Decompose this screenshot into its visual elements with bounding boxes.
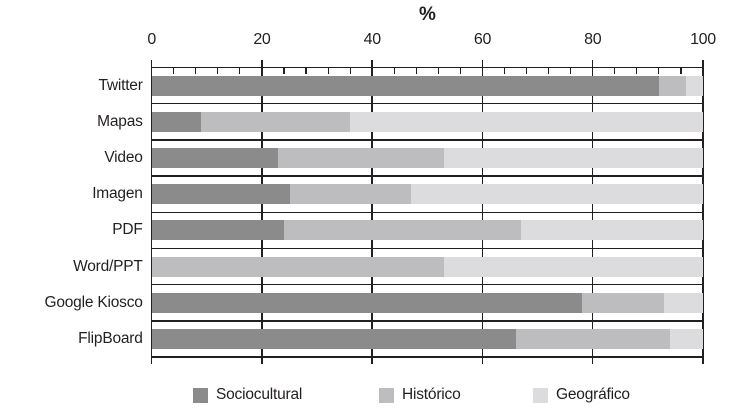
bar-segment-historico bbox=[515, 329, 670, 349]
minor-tick bbox=[327, 67, 329, 74]
gridline-100 bbox=[702, 60, 704, 364]
minor-tick bbox=[437, 67, 439, 74]
minor-tick bbox=[614, 67, 616, 74]
minor-tick bbox=[525, 67, 528, 74]
row-separator bbox=[151, 247, 703, 250]
bar-segment-historico bbox=[201, 111, 351, 132]
minor-tick bbox=[305, 67, 307, 74]
minor-tick bbox=[503, 67, 506, 74]
minor-tick bbox=[283, 67, 285, 74]
legend-label-sociocultural: Sociocultural bbox=[216, 386, 303, 403]
bar-segment-sociocultural bbox=[151, 184, 290, 205]
category-label: Imagen bbox=[92, 185, 143, 203]
minor-tick bbox=[459, 67, 461, 74]
axis-unit-title: % bbox=[419, 4, 436, 25]
legend-item-geografico: Geográfico bbox=[533, 386, 630, 404]
bar-segment-geografico bbox=[350, 111, 703, 132]
top-axis-line bbox=[151, 66, 703, 69]
row-separator bbox=[151, 283, 703, 286]
bar-row-pdf bbox=[151, 220, 703, 241]
bar-segment-sociocultural bbox=[151, 220, 284, 241]
minor-tick bbox=[217, 67, 219, 74]
bar-row-word-ppt bbox=[151, 256, 703, 277]
x-tick-label: 80 bbox=[584, 30, 602, 48]
bar-row-mapas bbox=[151, 111, 703, 132]
legend-label-geografico: Geográfico bbox=[556, 386, 630, 403]
bar-segment-sociocultural bbox=[151, 148, 279, 169]
row-separator bbox=[151, 102, 703, 105]
bar-segment-historico bbox=[151, 256, 444, 277]
minor-tick bbox=[415, 67, 417, 74]
category-label: Mapas bbox=[97, 112, 143, 130]
bar-segment-geografico bbox=[686, 75, 703, 96]
legend-swatch-historico bbox=[379, 387, 394, 403]
bar-segment-sociocultural bbox=[151, 75, 659, 96]
bar-segment-geografico bbox=[410, 184, 703, 205]
bar-segment-historico bbox=[278, 148, 444, 169]
minor-tick bbox=[195, 67, 197, 74]
legend-swatch-sociocultural bbox=[193, 387, 208, 403]
bar-row-video bbox=[151, 148, 703, 169]
bar-segment-sociocultural bbox=[151, 329, 516, 349]
minor-tick bbox=[548, 67, 550, 74]
category-label: Word/PPT bbox=[73, 257, 143, 275]
bar-segment-geografico bbox=[664, 292, 703, 313]
minor-tick bbox=[173, 67, 175, 74]
legend-item-historico: Histórico bbox=[379, 386, 461, 404]
minor-tick bbox=[570, 67, 572, 74]
bar-row-google-kiosco bbox=[151, 292, 703, 313]
category-label: FlipBoard bbox=[78, 330, 143, 347]
minor-tick bbox=[636, 67, 638, 74]
minor-tick bbox=[658, 67, 660, 74]
bottom-axis-line bbox=[151, 356, 703, 358]
x-tick-label: 20 bbox=[253, 30, 271, 48]
bar-segment-historico bbox=[289, 184, 411, 205]
category-label: Video bbox=[104, 149, 143, 167]
row-separator bbox=[151, 139, 703, 141]
row-separator bbox=[151, 175, 703, 177]
bar-row-twitter bbox=[151, 75, 703, 96]
bar-segment-geografico bbox=[443, 256, 703, 277]
bar-segment-historico bbox=[581, 292, 665, 313]
plot-area: 0 20 40 60 80 100 Twitter Mapas Video Imagen PDF Wo… bbox=[44, 31, 716, 364]
bar-row-flipboard bbox=[151, 329, 703, 349]
bar-segment-historico bbox=[283, 220, 522, 241]
x-tick-label: 100 bbox=[690, 30, 716, 48]
bar-segment-geografico bbox=[521, 220, 703, 241]
legend-label-historico: Histórico bbox=[402, 386, 461, 403]
minor-tick bbox=[239, 67, 241, 74]
x-tick-label: 0 bbox=[147, 30, 156, 48]
x-tick-label: 60 bbox=[473, 30, 492, 48]
category-label: Google Kiosco bbox=[44, 293, 143, 311]
legend-item-sociocultural: Sociocultural bbox=[193, 386, 302, 404]
bar-segment-sociocultural bbox=[151, 111, 202, 132]
row-separator bbox=[151, 211, 703, 213]
bar-segment-historico bbox=[658, 75, 687, 96]
category-label: Twitter bbox=[98, 76, 143, 94]
minor-tick bbox=[349, 67, 351, 74]
minor-tick bbox=[393, 67, 395, 74]
x-tick-label: 40 bbox=[363, 30, 382, 48]
legend-swatch-geografico bbox=[533, 387, 548, 403]
bar-row-imagen bbox=[151, 184, 703, 205]
bar-segment-geografico bbox=[669, 329, 703, 349]
category-label: PDF bbox=[112, 221, 143, 239]
minor-tick bbox=[680, 67, 682, 74]
row-separator bbox=[151, 320, 703, 322]
bar-segment-sociocultural bbox=[151, 292, 582, 313]
bar-segment-geografico bbox=[443, 148, 703, 169]
